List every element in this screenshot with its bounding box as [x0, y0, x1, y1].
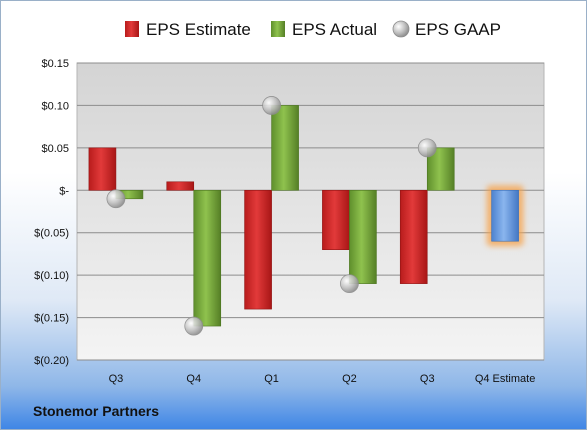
- eps-actual-bar: [271, 105, 299, 191]
- legend-label: EPS Estimate: [146, 20, 251, 39]
- x-tick-label: Q1: [264, 373, 279, 385]
- eps-gaap-marker: [340, 274, 359, 294]
- x-tick-label: Q3: [420, 373, 435, 385]
- green-bar-icon: [271, 21, 285, 37]
- eps-estimate-bar: [88, 147, 117, 191]
- red-bar-icon: [125, 21, 139, 37]
- x-axis-ticks: Q3 Q4 Q1 Q2 Q3 Q4 Estimate: [109, 373, 536, 385]
- company-name: Stonemor Partners: [33, 403, 160, 419]
- x-tick-label: Q4: [186, 373, 201, 385]
- x-tick-label: Q4 Estimate: [475, 373, 536, 385]
- y-tick-label: $(0.20): [34, 355, 69, 367]
- y-tick-label: $(0.15): [34, 313, 69, 325]
- legend-label: EPS GAAP: [415, 20, 501, 39]
- eps-gaap-marker: [184, 316, 204, 336]
- y-tick-label: $(0.05): [34, 228, 69, 240]
- legend-label: EPS Actual: [292, 20, 377, 39]
- eps-gaap-marker: [262, 96, 281, 115]
- y-tick-label: $0.10: [41, 100, 69, 112]
- eps-estimate-bar: [166, 181, 195, 191]
- eps-actual-bar: [349, 189, 377, 284]
- x-tick-label: Q2: [342, 373, 357, 385]
- y-tick-label: $0.15: [41, 58, 69, 70]
- eps-gaap-marker: [417, 138, 437, 158]
- x-tick-label: Q3: [109, 373, 124, 385]
- eps-estimate-bar: [322, 189, 350, 250]
- eps-actual-bar: [193, 189, 222, 327]
- y-tick-label: $(0.10): [34, 270, 69, 282]
- plot-area: [76, 62, 545, 361]
- eps-estimate-bar: [244, 189, 272, 310]
- y-tick-label: $-: [59, 185, 69, 197]
- eps-estimate-bar: [399, 189, 428, 284]
- y-axis-ticks: $0.15 $0.10 $0.05 $- $(0.05) $(0.10) $(0.15) $(…: [34, 58, 69, 367]
- gray-sphere-icon: [392, 20, 410, 38]
- eps-gaap-marker: [106, 189, 126, 209]
- y-tick-label: $0.05: [41, 143, 69, 155]
- gridlines: [77, 62, 544, 361]
- legend: EPS Estimate EPS Actual EPS GAAP: [125, 20, 501, 39]
- eps-estimate-bar-highlight: [491, 189, 519, 242]
- bars: [88, 96, 524, 336]
